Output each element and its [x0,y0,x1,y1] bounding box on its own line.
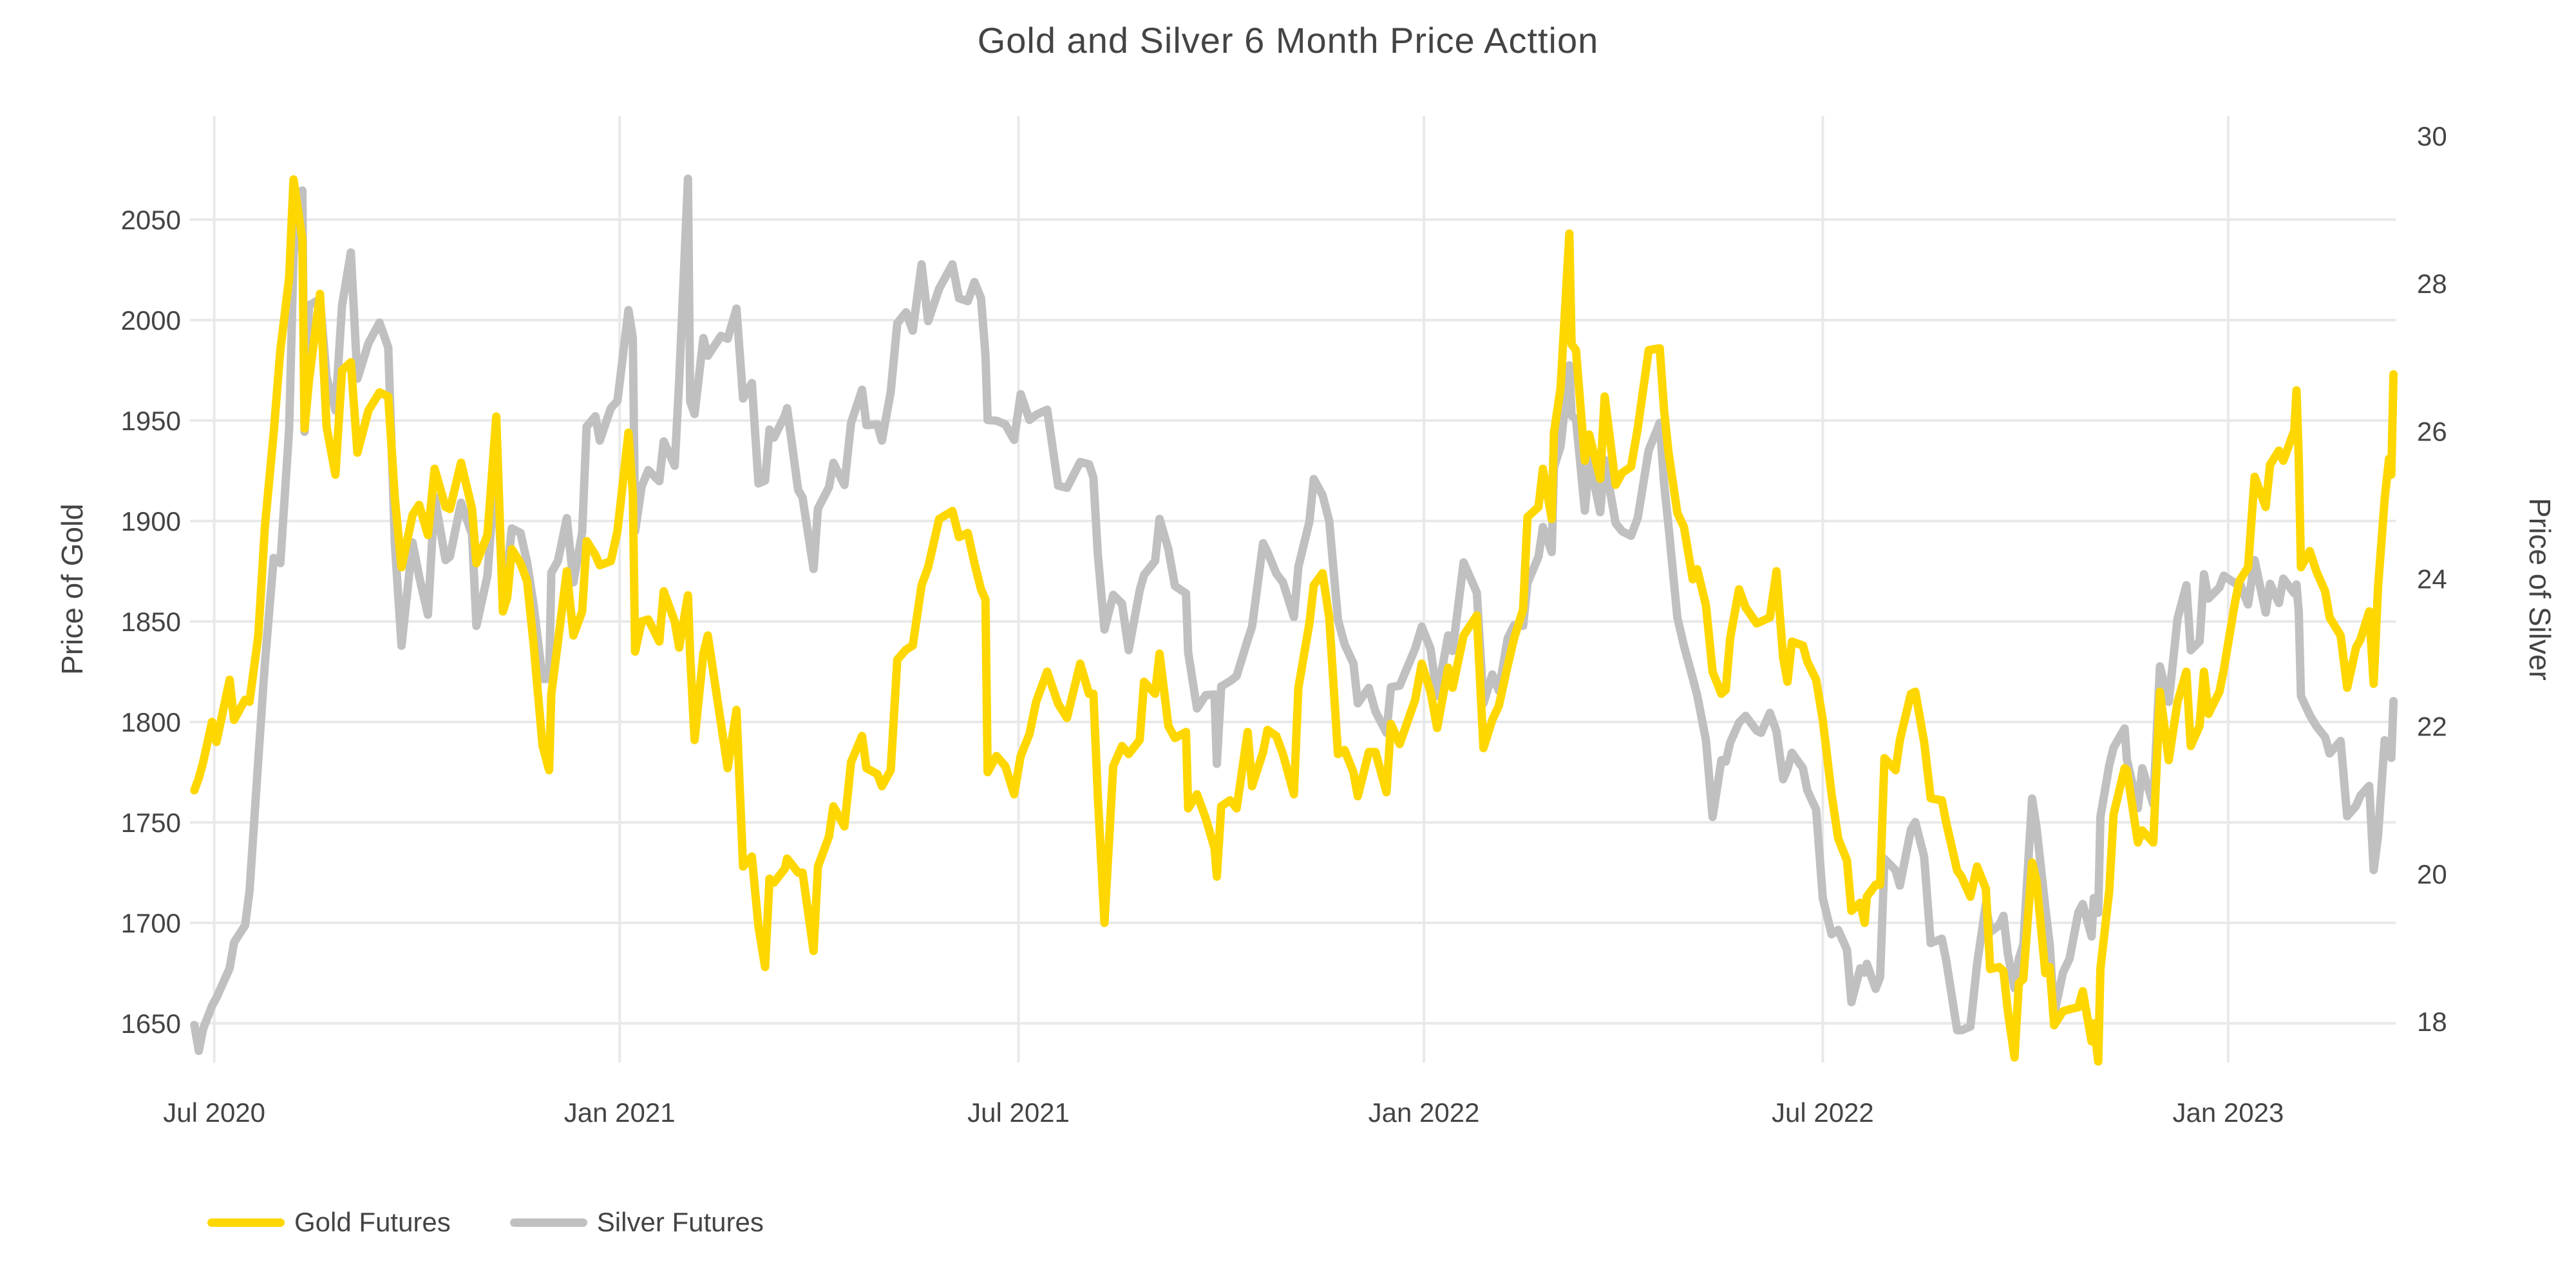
silver-axis-tick-label: 18 [2417,1007,2447,1037]
silver-axis-tick-label: 20 [2417,859,2447,889]
chart-title: Gold and Silver 6 Month Price Acttion [977,20,1599,61]
gold-axis-tick-label: 1650 [121,1009,181,1039]
gold-axis-tick-label: 1800 [121,707,181,737]
gold-axis-tick-label: 1950 [121,406,181,436]
gold-line-swatch [207,1218,285,1227]
gold-axis-tick-label: 1750 [121,808,181,838]
x-axis-tick-label: Jul 2020 [163,1097,265,1128]
axis-tick-labels: 1650 1700 1750 1800 1850 1900 1950 2000 2050 Jul … [121,121,2447,1128]
x-axis-tick-label: Jul 2022 [1772,1097,1874,1128]
legend-item-gold-futures[interactable]: Gold Futures [207,1203,451,1242]
silver-axis-tick-label: 28 [2417,269,2447,299]
data-series [190,175,2398,1066]
silver-axis-tick-label: 24 [2417,564,2447,594]
x-axis-tick-label: Jan 2021 [564,1097,676,1128]
legend-label-gold: Gold Futures [294,1207,451,1237]
left-axis-title: Price of Gold [55,504,89,675]
right-axis-title: Price of Silver [2523,498,2557,681]
silver-axis-tick-label: 22 [2417,712,2447,742]
gridlines [190,116,2396,1063]
gold-axis-tick-label: 2000 [121,305,181,336]
legend-item-silver-futures[interactable]: Silver Futures [509,1203,764,1242]
gold-axis-tick-label: 1850 [121,607,181,637]
gold-futures-line [190,175,2398,1066]
silver-axis-tick-label: 26 [2417,416,2447,446]
x-axis-tick-label: Jan 2022 [1368,1097,1480,1128]
x-axis-tick-label: Jan 2023 [2173,1097,2284,1128]
gold-axis-tick-label: 1700 [121,908,181,938]
legend-label-silver: Silver Futures [596,1207,764,1237]
silver-line-swatch [509,1218,587,1227]
gold-axis-tick-label: 2050 [121,205,181,235]
gold-axis-tick-label: 1900 [121,506,181,536]
x-axis-tick-label: Jul 2021 [967,1097,1070,1128]
silver-axis-tick-label: 30 [2417,121,2447,151]
legend: Gold Futures Silver Futures [207,1203,764,1242]
silver-futures-line [190,175,2398,1056]
